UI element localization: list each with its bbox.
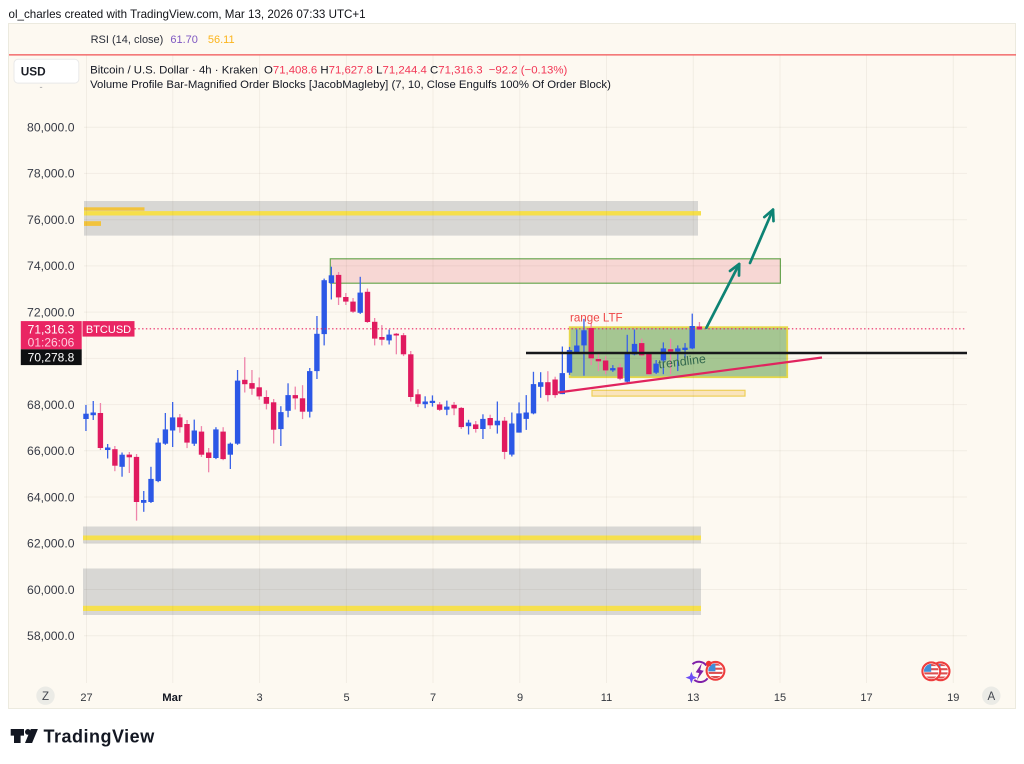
- svg-text:Mar: Mar: [162, 692, 183, 704]
- svg-text:BTCUSD: BTCUSD: [86, 324, 131, 336]
- svg-text:17: 17: [860, 692, 872, 704]
- svg-text:Volume Profile Bar-Magnified O: Volume Profile Bar-Magnified Order Block…: [90, 79, 611, 91]
- svg-text:66,000.0: 66,000.0: [27, 444, 75, 458]
- svg-text:range LTF: range LTF: [570, 312, 623, 325]
- svg-text:ol_charles created with Tradin: ol_charles created with TradingView.com,…: [9, 8, 366, 21]
- svg-text:3: 3: [257, 692, 263, 704]
- svg-text:64,000.0: 64,000.0: [27, 490, 75, 504]
- svg-text:7: 7: [430, 692, 436, 704]
- svg-text:78,000.0: 78,000.0: [27, 167, 75, 181]
- svg-text:Bitcoin / U.S. Dollar · 4h · K: Bitcoin / U.S. Dollar · 4h · Kraken O71,…: [90, 65, 567, 77]
- svg-text:9: 9: [517, 692, 523, 704]
- svg-text:trendline: trendline: [658, 352, 707, 372]
- svg-text:TradingView: TradingView: [44, 727, 156, 747]
- svg-text:58,000.0: 58,000.0: [27, 629, 75, 643]
- svg-text:01:26:06: 01:26:06: [28, 335, 75, 349]
- svg-text:5: 5: [344, 692, 350, 704]
- svg-text:11: 11: [601, 692, 612, 704]
- svg-text:19: 19: [947, 692, 959, 704]
- svg-text:13: 13: [687, 692, 699, 704]
- svg-text:A: A: [987, 691, 995, 703]
- svg-text:62,000.0: 62,000.0: [27, 537, 75, 551]
- svg-text:60,000.0: 60,000.0: [27, 583, 75, 597]
- svg-text:74,000.0: 74,000.0: [27, 259, 75, 273]
- svg-text:76,000.0: 76,000.0: [27, 213, 75, 227]
- svg-text:27: 27: [80, 692, 92, 704]
- svg-text:80,000.0: 80,000.0: [27, 121, 75, 135]
- svg-text:71,316.3: 71,316.3: [28, 323, 75, 337]
- svg-text:Z: Z: [42, 691, 49, 703]
- svg-text:USD: USD: [21, 64, 46, 78]
- svg-text:68,000.0: 68,000.0: [27, 398, 75, 412]
- svg-text:15: 15: [774, 692, 786, 704]
- svg-text:72,000.0: 72,000.0: [27, 305, 75, 319]
- svg-text:70,278.8: 70,278.8: [28, 350, 75, 364]
